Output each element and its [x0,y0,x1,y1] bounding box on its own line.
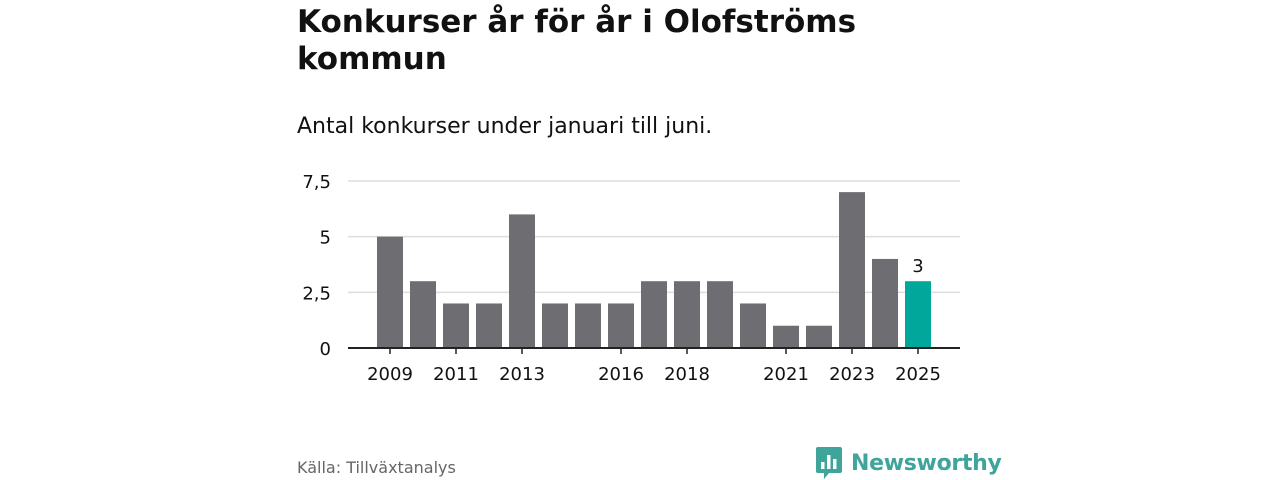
bar-2011 [443,303,469,348]
bar-2009 [377,236,403,348]
bar-2018 [674,281,700,348]
tick-labels: 0 2,5 5 7,5 2009 2011 2013 2016 2018 2021 2023 3 202… [302,172,941,385]
x-tick-label: 2021 [763,364,809,385]
bar-2022 [806,325,832,348]
bar-2010 [410,281,436,348]
bar-2020 [740,303,766,348]
bar-chart: 0 2,5 5 7,5 2009 2011 2013 2016 2018 2021 2023 3 202… [302,172,960,385]
bar-2021 [773,325,799,348]
x-tick-label: 2013 [499,364,545,385]
chart-card: Konkurser år för år i Olofströms kommun … [297,0,1002,480]
x-tick-label: 2018 [664,364,710,385]
brand-name: Newsworthy [851,450,1002,476]
y-tick-label: 0 [320,339,331,360]
data-label-2025: 3 [912,256,923,277]
bars [377,192,931,348]
gridlines [348,180,960,294]
axes [348,347,960,354]
bar-2024 [872,258,898,348]
bar-2012 [476,303,502,348]
x-tick-label: 2025 [895,364,941,385]
y-tick-label: 7,5 [302,172,331,193]
bar-2017 [641,281,667,348]
bar-2013 [509,214,535,348]
bar-2015 [575,303,601,348]
source-note: Källa: Tillväxtanalys [297,458,456,477]
x-tick-label: 2009 [367,364,413,385]
brand-logo: Newsworthy [815,446,1002,480]
bar-2014 [542,303,568,348]
x-tick-label: 2011 [433,364,479,385]
chart-subtitle: Antal konkurser under januari till juni. [297,114,713,139]
bar-2019 [707,281,733,348]
bar-2016 [608,303,634,348]
x-tick-label: 2023 [829,364,875,385]
y-tick-label: 2,5 [302,283,331,304]
newsworthy-logo-icon [816,447,842,479]
x-tick-label: 2016 [598,364,644,385]
chart-title: Konkurser år för år i Olofströms kommun [297,4,857,77]
bar-2025 [905,281,931,348]
y-tick-label: 5 [320,228,331,249]
bar-2023 [839,192,865,348]
